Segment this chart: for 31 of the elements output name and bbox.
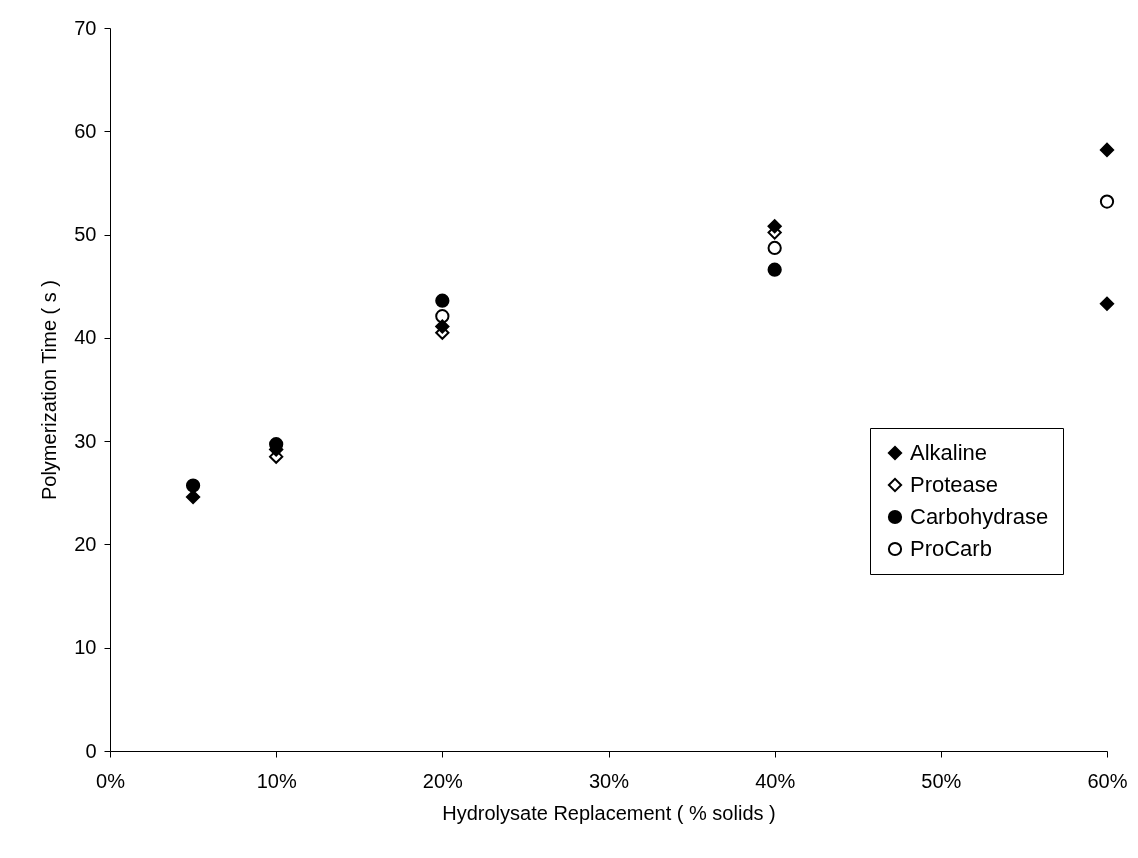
legend-label: ProCarb <box>910 536 992 561</box>
x-tick-label: 10% <box>256 769 297 792</box>
x-tick-label: 40% <box>755 769 796 792</box>
x-tick-label: 20% <box>422 769 464 792</box>
y-tick-label: 70 <box>74 16 97 39</box>
point <box>185 478 201 493</box>
y-axis-title: Polymerization Time ( s ) <box>38 279 61 501</box>
point <box>1099 142 1115 157</box>
legend-label: Alkaline <box>910 440 988 465</box>
y-tick-label: 40 <box>74 326 97 349</box>
y-tick-label: 50 <box>74 223 97 246</box>
point <box>1099 194 1115 209</box>
x-tick-label: 60% <box>1087 769 1128 792</box>
y-tick-label: 0 <box>85 739 97 762</box>
x-axis-title: Hydrolysate Replacement ( % solids ) <box>442 801 776 824</box>
point <box>767 240 782 256</box>
point <box>435 309 450 324</box>
x-tick-label: 30% <box>588 769 630 792</box>
point <box>435 293 450 308</box>
point <box>1099 296 1115 311</box>
y-tick-label: 10 <box>74 636 97 659</box>
point <box>435 319 450 334</box>
y-tick-label: 60 <box>74 119 97 142</box>
y-tick-label: 30 <box>74 429 97 452</box>
legend-label: Protease <box>910 472 999 497</box>
point <box>767 262 782 277</box>
point <box>767 219 782 234</box>
x-tick-label: 0% <box>96 769 126 792</box>
y-tick-label: 20 <box>74 532 97 555</box>
x-tick-label: 50% <box>921 769 962 792</box>
legend-label: Carbohydrase <box>910 504 1049 529</box>
